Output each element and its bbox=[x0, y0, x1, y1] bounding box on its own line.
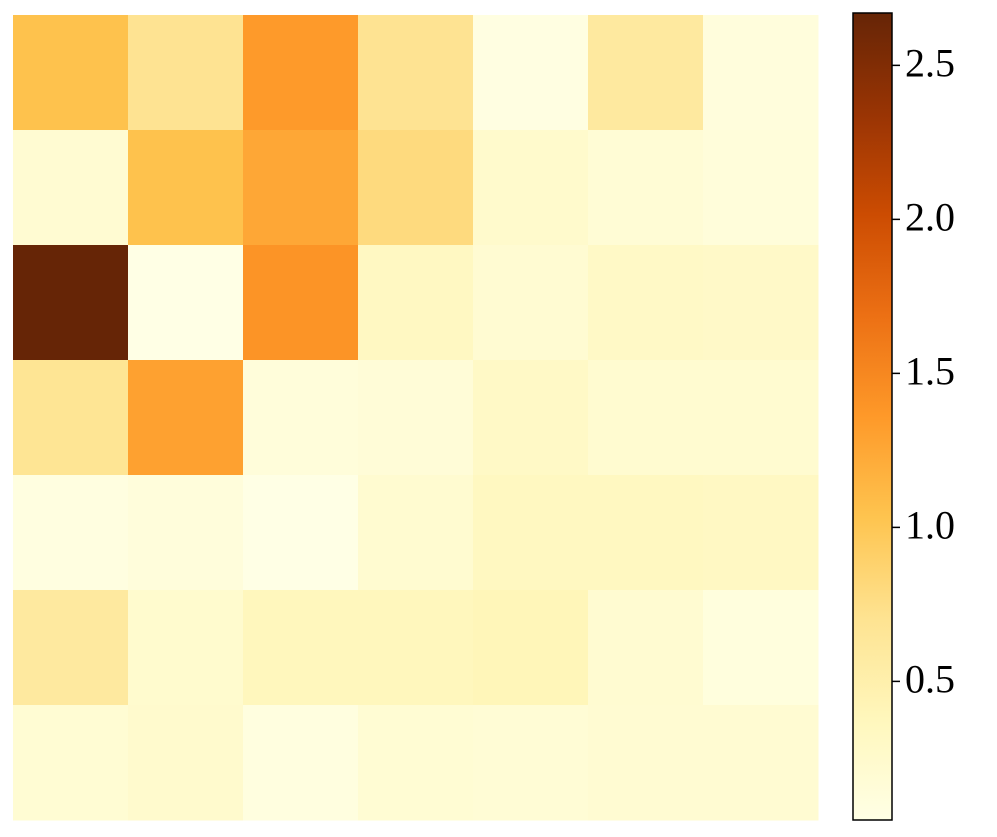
heatmap-cell bbox=[243, 475, 359, 591]
colorbar-tick-label: 2.5 bbox=[905, 41, 955, 86]
heatmap-cell bbox=[588, 360, 704, 476]
heatmap-cell bbox=[358, 245, 474, 361]
heatmap-cell bbox=[358, 475, 474, 591]
heatmap-cell bbox=[13, 590, 129, 706]
heatmap-cell bbox=[243, 360, 359, 476]
heatmap-cell bbox=[128, 475, 244, 591]
heatmap-cell bbox=[128, 590, 244, 706]
heatmap-cell bbox=[128, 705, 244, 821]
colorbar-tick-label: 0.5 bbox=[905, 657, 955, 702]
heatmap-cell bbox=[703, 15, 819, 131]
heatmap-cell bbox=[473, 245, 589, 361]
colorbar bbox=[852, 12, 893, 821]
heatmap-cell bbox=[13, 705, 129, 821]
heatmap-cell bbox=[473, 130, 589, 246]
heatmap-cell bbox=[703, 590, 819, 706]
heatmap-cell bbox=[358, 130, 474, 246]
heatmap-cell bbox=[588, 130, 704, 246]
heatmap-cell bbox=[243, 590, 359, 706]
heatmap-cell bbox=[588, 705, 704, 821]
heatmap-cell bbox=[13, 15, 129, 131]
heatmap-cell bbox=[473, 360, 589, 476]
heatmap-cell bbox=[13, 475, 129, 591]
heatmap-cell bbox=[703, 130, 819, 246]
heatmap-cell bbox=[588, 245, 704, 361]
heatmap-cell bbox=[243, 130, 359, 246]
heatmap-cell bbox=[703, 360, 819, 476]
heatmap-cell bbox=[588, 15, 704, 131]
heatmap-cell bbox=[13, 245, 129, 361]
heatmap-cell bbox=[13, 360, 129, 476]
heatmap-cell bbox=[128, 130, 244, 246]
heatmap-cell bbox=[703, 705, 819, 821]
heatmap-cell bbox=[128, 15, 244, 131]
colorbar-tick-label: 2.0 bbox=[905, 195, 955, 240]
heatmap-cell bbox=[473, 15, 589, 131]
heatmap-cell bbox=[13, 130, 129, 246]
heatmap-cell bbox=[358, 360, 474, 476]
heatmap-cell bbox=[588, 475, 704, 591]
heatmap-cell bbox=[358, 590, 474, 706]
heatmap-cell bbox=[358, 15, 474, 131]
colorbar-tick-label: 1.0 bbox=[905, 503, 955, 548]
heatmap-cell bbox=[358, 705, 474, 821]
heatmap-cell bbox=[703, 475, 819, 591]
heatmap-cell bbox=[243, 15, 359, 131]
colorbar-tick-label: 1.5 bbox=[905, 349, 955, 394]
heatmap-cell bbox=[473, 705, 589, 821]
heatmap-cell bbox=[473, 475, 589, 591]
heatmap-cell bbox=[473, 590, 589, 706]
heatmap-cell bbox=[128, 360, 244, 476]
heatmap-cell bbox=[243, 245, 359, 361]
heatmap-cell bbox=[128, 245, 244, 361]
heatmap-cell bbox=[703, 245, 819, 361]
heatmap-cell bbox=[243, 705, 359, 821]
heatmap-cell bbox=[588, 590, 704, 706]
